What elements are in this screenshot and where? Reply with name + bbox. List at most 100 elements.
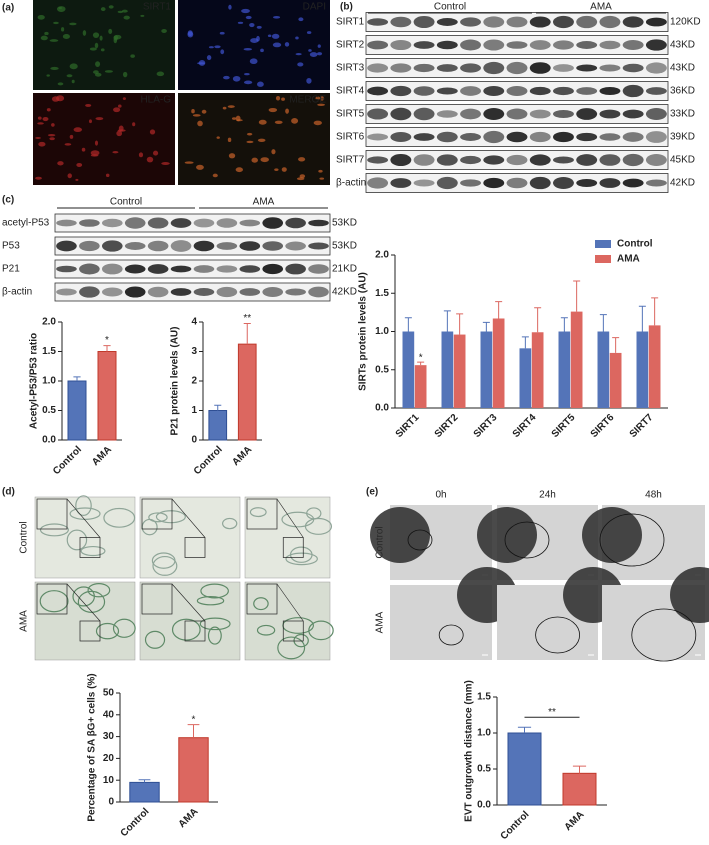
- bar: [636, 331, 649, 408]
- roi: [79, 620, 101, 642]
- blot-strip: [54, 282, 331, 302]
- band: [367, 177, 389, 189]
- band: [553, 176, 574, 190]
- cell: [231, 117, 237, 120]
- y-tick-label: 20: [103, 753, 115, 764]
- tissue: [196, 595, 225, 606]
- cell: [57, 161, 64, 166]
- band: [216, 265, 238, 273]
- cell: [76, 162, 83, 168]
- band: [576, 178, 598, 188]
- band: [529, 86, 551, 96]
- cell: [237, 21, 244, 24]
- band: [56, 219, 77, 227]
- band: [599, 64, 621, 72]
- tissue: [152, 555, 178, 576]
- band: [262, 286, 284, 298]
- y-tick-label: 0.5: [375, 364, 389, 375]
- tissue: [256, 624, 276, 636]
- band: [529, 62, 551, 74]
- cell: [298, 157, 306, 162]
- group-label: Control: [110, 197, 142, 208]
- band: [285, 241, 306, 251]
- blot-size: 53KD: [332, 218, 357, 229]
- cell: [117, 129, 126, 132]
- tissue: [95, 622, 120, 640]
- band: [170, 240, 192, 252]
- band: [576, 64, 598, 72]
- band: [483, 61, 505, 75]
- error-bar: [214, 404, 222, 411]
- cell: [66, 74, 73, 78]
- roi: [282, 537, 304, 558]
- column-label: 0h: [435, 490, 446, 501]
- blot-label: P53: [2, 241, 20, 252]
- band: [413, 86, 435, 96]
- cell: [85, 103, 92, 107]
- y-tick-label: 1.5: [477, 692, 491, 703]
- cell: [46, 108, 51, 112]
- tissue: [282, 617, 314, 634]
- cell: [46, 74, 50, 77]
- inset: [141, 498, 173, 530]
- band: [193, 240, 215, 252]
- cell: [295, 36, 299, 40]
- x-tick-label: AMA: [563, 809, 587, 833]
- outgrowth: [535, 616, 580, 654]
- cell: [35, 176, 42, 180]
- y-tick-label: 10: [103, 775, 115, 786]
- band: [460, 17, 481, 27]
- cell: [318, 169, 323, 173]
- image: [33, 93, 175, 185]
- band: [79, 240, 100, 252]
- x-tick-label: Control: [119, 806, 152, 839]
- cell: [40, 35, 48, 41]
- band: [460, 155, 481, 165]
- error-bar: [599, 314, 607, 332]
- bar: [558, 331, 571, 408]
- band: [506, 177, 528, 189]
- bar: [453, 334, 466, 408]
- cell: [56, 6, 66, 12]
- bar: [441, 331, 454, 408]
- bar: [531, 332, 544, 408]
- outgrowth: [504, 521, 550, 559]
- cell: [140, 14, 145, 17]
- image: [33, 0, 175, 90]
- image-label: SIRT1: [143, 2, 172, 13]
- row-label: AMA: [375, 611, 386, 633]
- x-tick-label: SIRT5: [550, 412, 578, 440]
- group-label: AMA: [253, 197, 275, 208]
- legend-swatch: [595, 255, 611, 263]
- blot-label: acetyl-P53: [2, 218, 50, 229]
- cell: [130, 54, 135, 58]
- cell: [132, 122, 136, 127]
- band: [506, 41, 528, 49]
- band: [101, 263, 123, 275]
- band: [101, 240, 123, 252]
- cell: [69, 22, 77, 26]
- error-bar: [482, 321, 490, 332]
- blot-size: 33KD: [670, 109, 695, 120]
- cell: [273, 15, 281, 19]
- band: [193, 218, 215, 228]
- tissue: [155, 510, 186, 524]
- cell: [306, 31, 312, 35]
- inset: [246, 583, 278, 615]
- band: [124, 217, 146, 229]
- cell: [153, 150, 159, 156]
- cell: [244, 72, 250, 76]
- cell: [138, 152, 144, 158]
- cell: [271, 33, 280, 39]
- cell: [108, 28, 113, 34]
- bar: [178, 737, 209, 803]
- cell: [82, 30, 87, 36]
- cell: [37, 14, 45, 20]
- band: [506, 16, 528, 28]
- band: [390, 132, 412, 142]
- blot-label: P21: [2, 264, 20, 275]
- cell: [69, 134, 74, 139]
- cell: [285, 108, 289, 114]
- blot-strip: [54, 236, 331, 256]
- outgrowth: [599, 513, 665, 567]
